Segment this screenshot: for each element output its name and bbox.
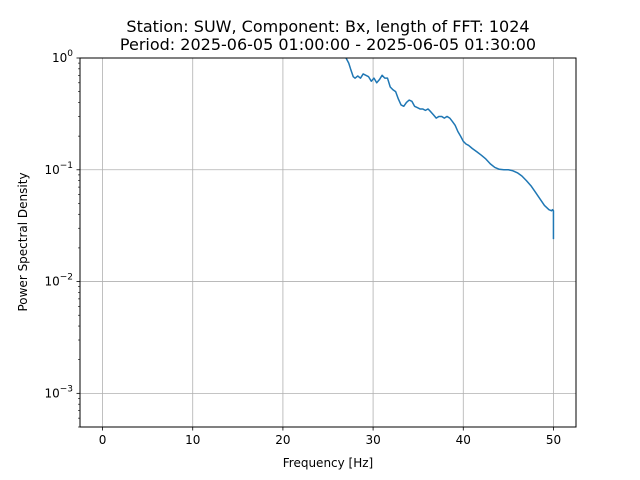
x-tick-label: 50 [546, 433, 561, 447]
chart-title: Station: SUW, Component: Bx, length of F… [126, 17, 529, 36]
x-tick-label: 20 [275, 433, 290, 447]
x-tick-label: 30 [365, 433, 380, 447]
y-tick-label: 10−1 [44, 161, 73, 177]
series-group [344, 58, 555, 240]
psd-series-line [344, 58, 555, 240]
grid [80, 57, 576, 427]
y-tick-label: 100 [52, 49, 73, 65]
y-tick-label: 10−3 [44, 384, 73, 400]
x-tick-label: 10 [185, 433, 200, 447]
y-axis-label: Power Spectral Density [16, 172, 30, 311]
x-tick-label: 0 [99, 433, 107, 447]
y-tick-label: 10−2 [44, 273, 73, 289]
chart-subtitle: Period: 2025-06-05 01:00:00 - 2025-06-05… [120, 35, 536, 54]
y-axis: 10−3 10−2 10−1 100 [44, 49, 80, 428]
x-tick-label: 40 [456, 433, 471, 447]
x-axis-label: Frequency [Hz] [283, 456, 374, 470]
x-axis: 0 10 20 30 40 50 [99, 427, 561, 447]
plot-frame [79, 57, 577, 428]
